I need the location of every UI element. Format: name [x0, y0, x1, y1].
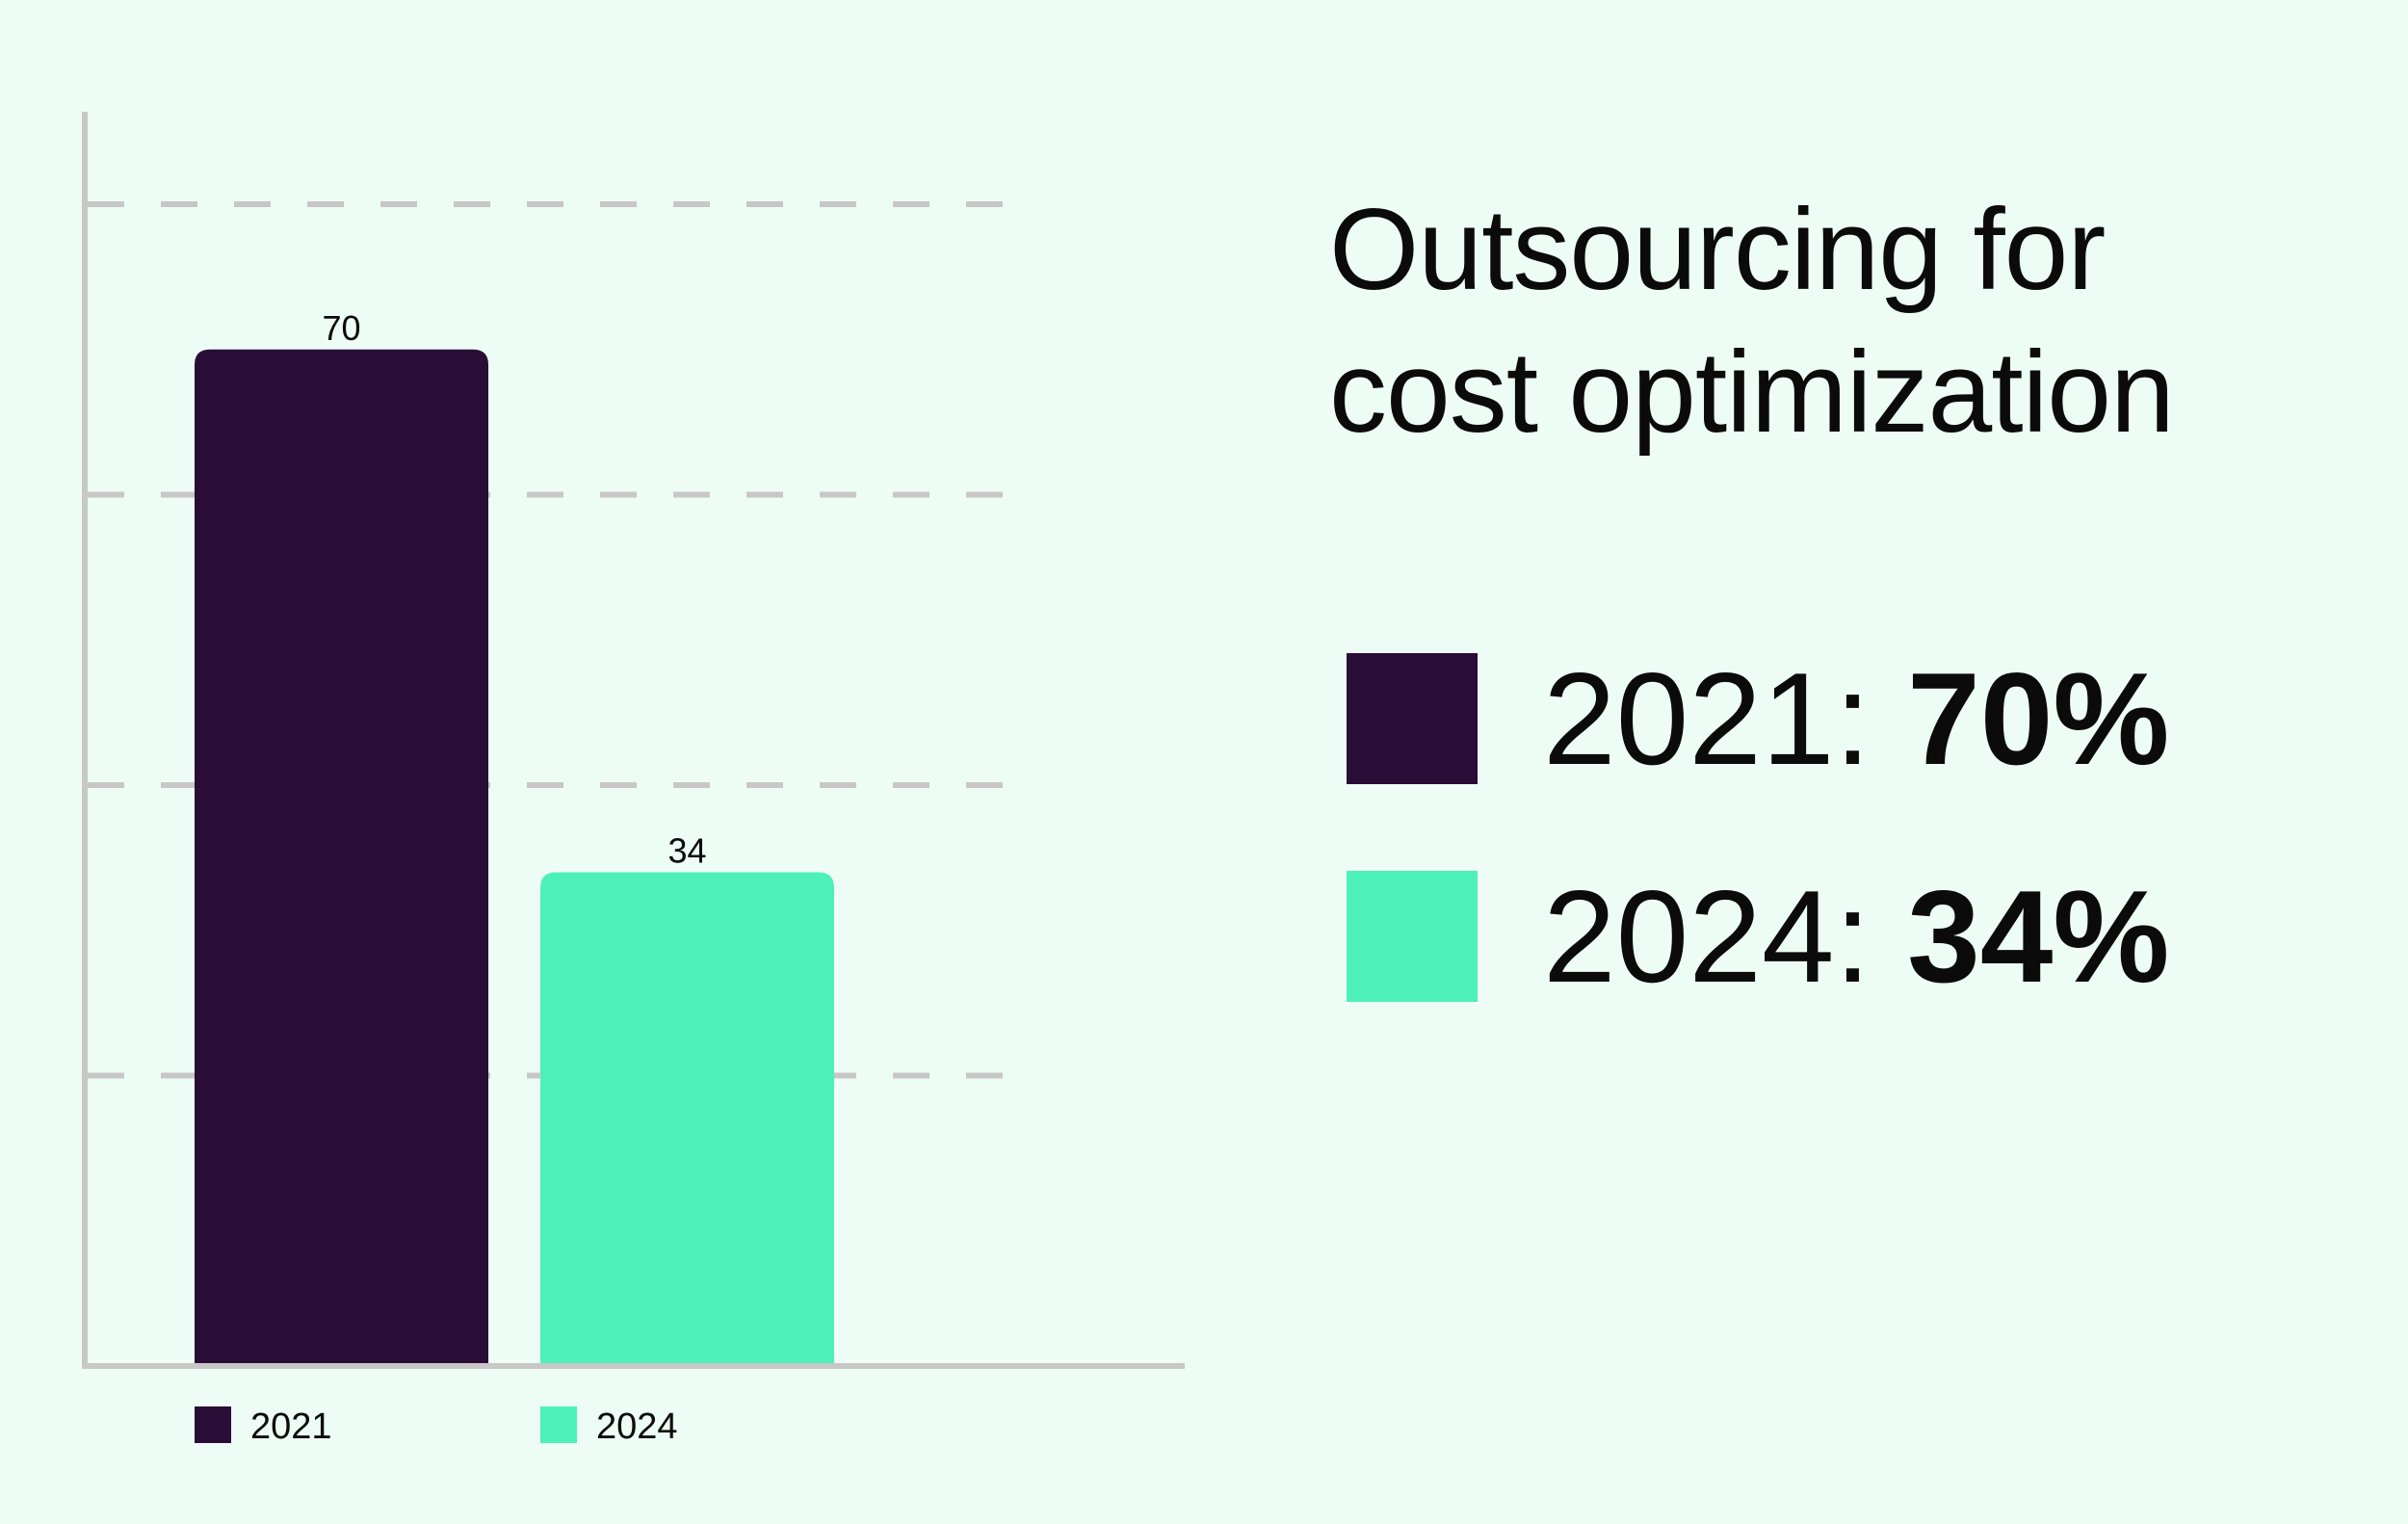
bar-chart: 70 34 2021 2024	[82, 112, 1185, 1447]
title-line-1: Outsourcing for	[1329, 185, 2106, 314]
legend-label-2024: 2024	[596, 1406, 678, 1447]
stat-2021-text: 2021: 70%	[1543, 653, 2169, 784]
stat-2024-text: 2024: 34%	[1543, 871, 2169, 1002]
data-label-2021: 70	[322, 308, 360, 348]
stat-2024-value: 34%	[1907, 863, 2170, 1010]
bar-2024	[540, 872, 834, 1366]
stat-2024: 2024: 34%	[1347, 871, 2169, 1002]
stat-2024-year: 2024:	[1543, 863, 1871, 1010]
legend: 2021 2024	[195, 1406, 678, 1447]
legend-swatch-2024	[540, 1406, 577, 1443]
data-label-2024: 34	[667, 830, 706, 870]
stat-2021-value: 70%	[1907, 645, 2170, 792]
stat-2021: 2021: 70%	[1347, 653, 2169, 784]
title-line-2: cost optimization	[1329, 328, 2175, 457]
stat-2021-swatch	[1347, 653, 1478, 784]
bars	[195, 349, 834, 1366]
stat-2024-swatch	[1347, 871, 1478, 1002]
legend-label-2021: 2021	[250, 1406, 332, 1447]
chart-title: Outsourcing for cost optimization	[1329, 178, 2175, 463]
legend-swatch-2021	[195, 1406, 231, 1443]
stat-2021-year: 2021:	[1543, 645, 1871, 792]
bar-2021	[195, 349, 488, 1366]
data-labels: 70 34	[322, 308, 706, 871]
